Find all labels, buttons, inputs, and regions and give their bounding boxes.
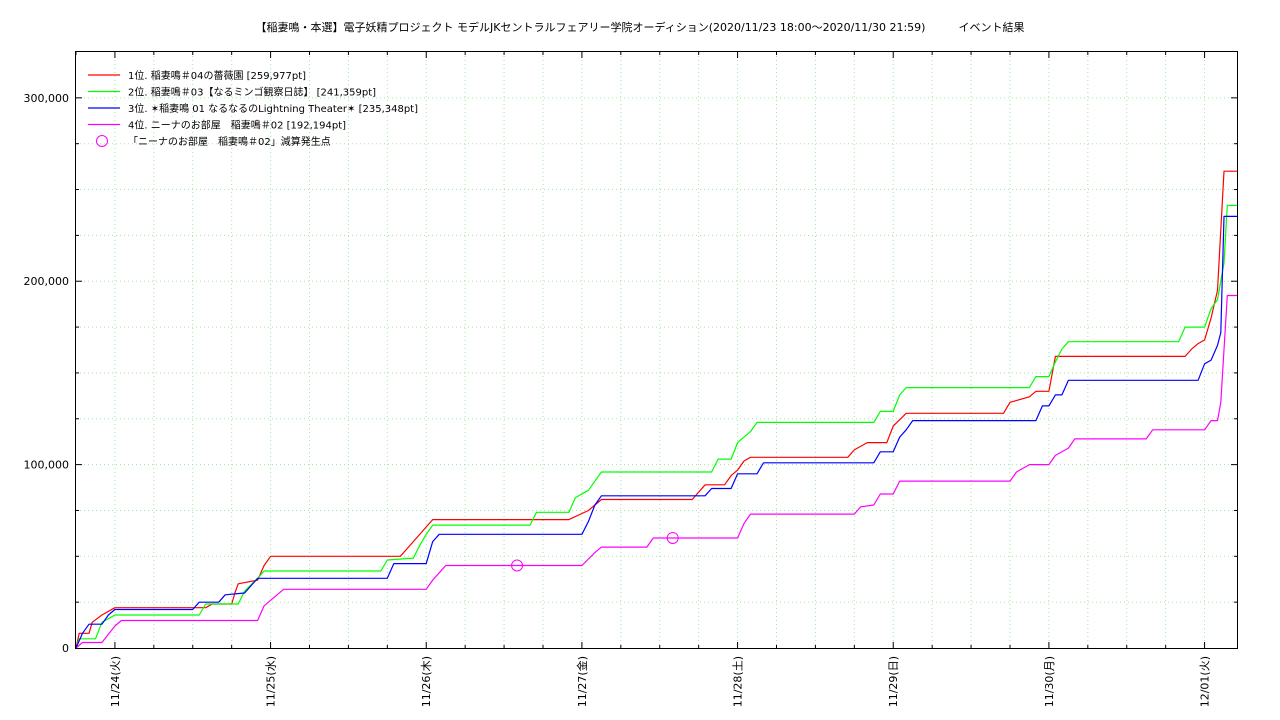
y-tick-label: 0 xyxy=(62,642,69,655)
y-tick-label: 100,000 xyxy=(24,459,70,472)
plot-frame xyxy=(75,51,1238,649)
x-tick-label: 11/26(木) xyxy=(420,656,433,707)
x-tick-label: 12/01(火) xyxy=(1199,656,1212,707)
deduction-marker xyxy=(511,559,524,572)
chart-title: 【稲妻鳴・本選】電子妖精プロジェクト モデルJKセントラルフェアリー学院オーディ… xyxy=(255,21,1025,34)
legend-label-4: 4位. ニーナのお部屋 稲妻鳴＃02 [192,194pt] xyxy=(128,119,346,132)
x-tick-label: 11/25(水) xyxy=(265,656,278,707)
y-tick-label: 300,000 xyxy=(24,92,70,105)
legend-marker-swatch xyxy=(96,135,108,147)
x-tick-label: 11/24(火) xyxy=(109,656,122,707)
x-tick-label: 11/29(日) xyxy=(887,656,900,707)
x-tick-label: 11/28(土) xyxy=(732,656,745,707)
series-line-4 xyxy=(75,294,1237,649)
legend-label-1: 1位. 稲妻鳴＃04の薔薇園 [259,977pt] xyxy=(128,69,306,82)
legend-label-markers: 「ニーナのお部屋 稲妻鳴＃02」減算発生点 xyxy=(128,135,331,148)
x-tick-label: 11/27(金) xyxy=(575,656,589,707)
deduction-marker xyxy=(666,531,679,544)
x-tick-label: 11/30(月) xyxy=(1043,656,1056,707)
legend-label-2: 2位. 稲妻鳴＃03【なるミンゴ観察日誌】 [241,359pt] xyxy=(128,86,376,99)
series-line-2 xyxy=(75,204,1237,649)
legend-label-3: 3位. ✶稲妻鳴 01 なるなるのLightning Theater✶ [235… xyxy=(128,102,418,115)
series-line-1 xyxy=(75,170,1237,649)
y-tick-label: 200,000 xyxy=(24,275,70,288)
series-line-3 xyxy=(75,215,1237,649)
